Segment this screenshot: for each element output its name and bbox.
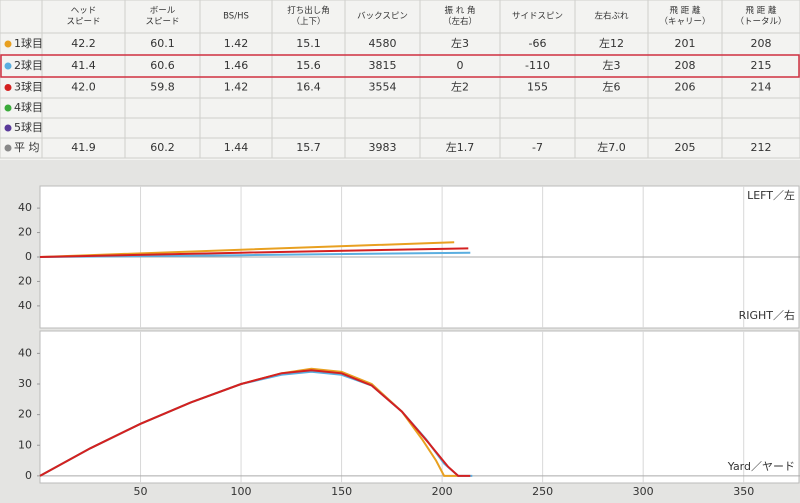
column-header: 振 れ 角 bbox=[445, 5, 476, 16]
y-tick-label: 40 bbox=[18, 201, 32, 214]
cell: 60.2 bbox=[150, 141, 175, 154]
column-header: BS/HS bbox=[223, 12, 249, 22]
column-header: ボール bbox=[150, 6, 176, 16]
cell: 15.6 bbox=[296, 59, 321, 72]
cell: 215 bbox=[751, 59, 772, 72]
row-marker bbox=[4, 124, 12, 132]
row-label: 平 均 bbox=[14, 141, 40, 154]
cell: 59.8 bbox=[150, 81, 175, 94]
cell: 3983 bbox=[369, 141, 397, 154]
y-tick-label: 20 bbox=[18, 274, 32, 287]
cell: 16.4 bbox=[296, 81, 321, 94]
cell: 206 bbox=[675, 81, 696, 94]
row-marker bbox=[4, 62, 12, 70]
cell: 214 bbox=[751, 81, 772, 94]
y-tick-label: 40 bbox=[18, 299, 32, 312]
x-tick-label: 150 bbox=[331, 485, 352, 498]
column-header: 飛 距 離 bbox=[670, 5, 701, 16]
row-marker bbox=[4, 40, 12, 48]
column-header: ヘッド bbox=[71, 6, 97, 16]
right-label: RIGHT／右 bbox=[739, 308, 795, 322]
column-header: 打ち出し角 bbox=[287, 5, 330, 16]
cell: 4580 bbox=[369, 37, 397, 50]
series-line bbox=[39, 369, 471, 477]
column-header: （上下） bbox=[291, 16, 325, 27]
row-label: 1球目 bbox=[14, 36, 43, 50]
cell: 1.44 bbox=[224, 141, 249, 154]
x-tick-label: 100 bbox=[231, 485, 252, 498]
x-tick-label: 50 bbox=[134, 485, 148, 498]
cell: 42.2 bbox=[71, 37, 96, 50]
cell: 1.42 bbox=[224, 37, 249, 50]
cell: 3554 bbox=[369, 81, 397, 94]
y-tick-label: 0 bbox=[25, 469, 32, 482]
left-label: LEFT／左 bbox=[747, 189, 795, 202]
column-header: 飛 距 離 bbox=[746, 5, 777, 16]
row-label: 2球目 bbox=[14, 58, 43, 72]
cell: -66 bbox=[529, 37, 547, 50]
cell: 212 bbox=[751, 141, 772, 154]
row-label: 5球目 bbox=[14, 120, 43, 134]
y-tick-label: 0 bbox=[25, 250, 32, 263]
cell: 左1.7 bbox=[446, 141, 475, 154]
cell: 左3 bbox=[451, 37, 469, 50]
y-tick-label: 30 bbox=[18, 377, 32, 390]
cell: 155 bbox=[527, 81, 548, 94]
cell: 左3 bbox=[603, 59, 621, 72]
cell: 201 bbox=[675, 37, 696, 50]
y-tick-label: 40 bbox=[18, 346, 32, 359]
cell: -7 bbox=[532, 141, 543, 154]
cell: 左2 bbox=[451, 81, 469, 94]
x-axis-label: Yard／ヤード bbox=[727, 460, 795, 473]
column-header: サイドスピン bbox=[512, 12, 563, 22]
cell: 41.4 bbox=[71, 59, 96, 72]
column-header: （左右） bbox=[443, 16, 477, 27]
row-marker bbox=[4, 144, 12, 152]
plot-area bbox=[39, 330, 800, 484]
cell: 左12 bbox=[599, 37, 624, 50]
cell: 15.7 bbox=[296, 141, 321, 154]
cell: 208 bbox=[751, 37, 772, 50]
column-header: （キャリー） bbox=[659, 16, 710, 27]
cell: 1.42 bbox=[224, 81, 249, 94]
row-label: 3球目 bbox=[14, 80, 43, 94]
x-tick-label: 350 bbox=[733, 485, 754, 498]
y-tick-label: 10 bbox=[18, 438, 32, 451]
cell: 左7.0 bbox=[597, 141, 626, 154]
table-bg bbox=[0, 0, 800, 160]
cell: 1.46 bbox=[224, 59, 249, 72]
cell: 42.0 bbox=[71, 81, 96, 94]
row-label: 4球目 bbox=[14, 100, 43, 114]
cell: 205 bbox=[675, 141, 696, 154]
cell: -110 bbox=[525, 59, 550, 72]
row-marker bbox=[4, 104, 12, 112]
x-tick-label: 250 bbox=[532, 485, 553, 498]
cell: 60.1 bbox=[150, 37, 175, 50]
cell: 41.9 bbox=[71, 141, 96, 154]
row-marker bbox=[4, 84, 12, 91]
cell: 15.1 bbox=[296, 37, 321, 50]
y-tick-label: 20 bbox=[18, 226, 32, 239]
x-tick-label: 300 bbox=[633, 485, 654, 498]
cell: 左6 bbox=[603, 81, 621, 94]
selected-row bbox=[0, 54, 800, 78]
column-header: バックスピン bbox=[357, 12, 408, 22]
series-line bbox=[39, 247, 469, 258]
cell: 3815 bbox=[369, 59, 397, 72]
cell: 0 bbox=[457, 59, 464, 72]
cell: 208 bbox=[675, 59, 696, 72]
column-header: スピード bbox=[66, 17, 100, 27]
column-header: （トータル） bbox=[735, 16, 786, 27]
x-tick-label: 200 bbox=[432, 485, 453, 498]
cell: 60.6 bbox=[150, 59, 175, 72]
column-header: スピード bbox=[145, 17, 179, 27]
y-tick-label: 20 bbox=[18, 408, 32, 421]
column-header: 左右ぶれ bbox=[594, 11, 629, 22]
